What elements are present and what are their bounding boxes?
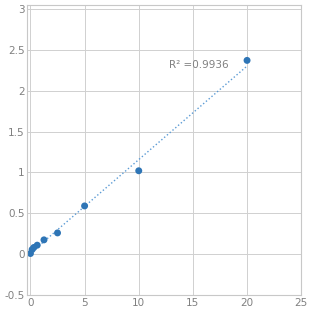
Text: R² =0.9936: R² =0.9936 — [169, 60, 229, 70]
Point — [30, 247, 35, 252]
Point — [82, 203, 87, 208]
Point — [35, 243, 40, 248]
Point — [41, 237, 46, 242]
Point — [245, 58, 250, 63]
Point — [136, 168, 141, 173]
Point — [55, 231, 60, 236]
Point — [28, 251, 33, 256]
Point — [31, 245, 36, 250]
